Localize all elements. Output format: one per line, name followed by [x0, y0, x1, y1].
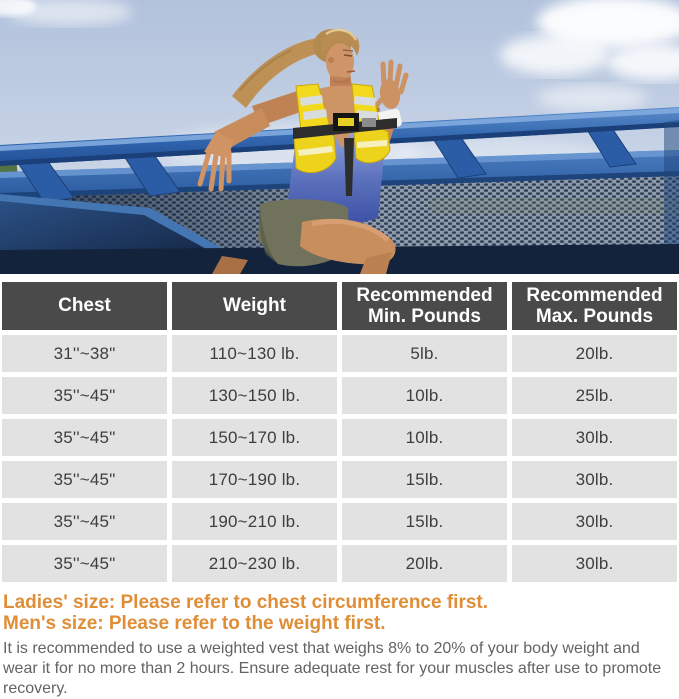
- table-cell: 10lb.: [342, 377, 507, 414]
- table-cell: 20lb.: [512, 335, 677, 372]
- hero-photo: [0, 0, 679, 274]
- ponytail: [232, 38, 326, 108]
- table-header-max-pounds: Recommended Max. Pounds: [512, 282, 677, 330]
- head: [313, 28, 360, 84]
- table-cell: 30lb.: [512, 545, 677, 582]
- table-cell: 31''~38": [2, 335, 167, 372]
- table-header-min-pounds: Recommended Min. Pounds: [342, 282, 507, 330]
- weighted-vest: [293, 83, 397, 196]
- table-cell: 20lb.: [342, 545, 507, 582]
- table-cell: 170~190 lb.: [172, 461, 337, 498]
- right-hand-fingers: [370, 59, 409, 113]
- table-cell: 35''~45": [2, 419, 167, 456]
- left-hand-fingers: [197, 149, 232, 192]
- table-cell: 15lb.: [342, 461, 507, 498]
- mens-size-note: Men's size: Please refer to the weight f…: [3, 613, 386, 634]
- table-cell: 25lb.: [512, 377, 677, 414]
- table-cell: 30lb.: [512, 503, 677, 540]
- table-cell: 30lb.: [512, 419, 677, 456]
- table-header-weight: Weight: [172, 282, 337, 330]
- table-cell: 35''~45": [2, 461, 167, 498]
- size-chart-table: Chest Weight Recommended Min. Pounds Rec…: [0, 274, 679, 582]
- table-cell: 15lb.: [342, 503, 507, 540]
- table-cell: 10lb.: [342, 419, 507, 456]
- table-cell: 190~210 lb.: [172, 503, 337, 540]
- table-cell: 35''~45": [2, 545, 167, 582]
- table-cell: 30lb.: [512, 461, 677, 498]
- table-cell: 110~130 lb.: [172, 335, 337, 372]
- railing-posts: [15, 124, 637, 203]
- table-cell: 5lb.: [342, 335, 507, 372]
- table-cell: 150~170 lb.: [172, 419, 337, 456]
- table-cell: 35''~45": [2, 503, 167, 540]
- usage-recommendation: It is recommended to use a weighted vest…: [3, 640, 662, 697]
- table-header-chest: Chest: [2, 282, 167, 330]
- table-cell: 35''~45": [2, 377, 167, 414]
- table-cell: 130~150 lb.: [172, 377, 337, 414]
- runner-figure: [197, 28, 409, 274]
- sizing-notes: Ladies' size: Please refer to chest circ…: [0, 582, 679, 699]
- table-cell: 210~230 lb.: [172, 545, 337, 582]
- ladies-size-note: Ladies' size: Please refer to chest circ…: [3, 592, 489, 613]
